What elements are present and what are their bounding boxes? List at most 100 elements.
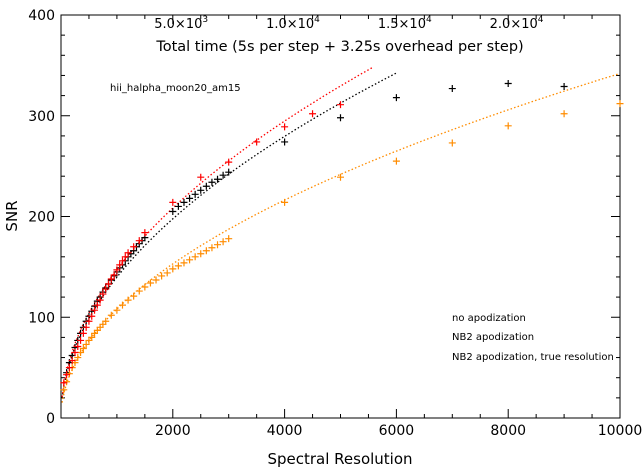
data-point <box>124 296 132 304</box>
data-point <box>141 283 149 291</box>
data-point <box>82 340 90 348</box>
data-point <box>102 317 110 325</box>
data-point <box>281 138 289 146</box>
data-point <box>116 261 124 269</box>
fit-curve <box>61 66 374 398</box>
legend-entry: no apodization <box>452 313 526 324</box>
data-point <box>88 333 96 341</box>
data-point <box>174 202 182 210</box>
data-point <box>77 336 85 344</box>
y-tick-label: 200 <box>28 210 55 226</box>
data-point <box>130 292 138 300</box>
data-point <box>392 94 400 102</box>
data-point <box>208 178 216 186</box>
x-tick-label: 6000 <box>379 423 415 439</box>
data-point <box>392 157 400 165</box>
fit-curve <box>61 73 620 403</box>
data-point <box>121 253 129 261</box>
x-tick-label: 8000 <box>490 423 526 439</box>
data-point <box>219 171 227 179</box>
data-point <box>146 279 154 287</box>
data-point <box>169 207 177 215</box>
data-point <box>118 301 126 309</box>
top-axis-label: Total time (5s per step + 3.25s overhead… <box>155 39 523 55</box>
data-point <box>225 158 233 166</box>
top-tick-label: 2.0×104 <box>490 15 544 32</box>
data-point <box>96 296 104 304</box>
data-point <box>448 85 456 93</box>
y-axis-label: SNR <box>3 200 21 231</box>
data-point <box>309 110 317 118</box>
data-point <box>191 190 199 198</box>
data-point <box>337 101 344 109</box>
data-point <box>99 290 107 298</box>
data-point <box>169 265 177 273</box>
top-tick-label: 1.5×104 <box>378 15 432 32</box>
fit-curve <box>61 71 398 399</box>
data-point <box>616 100 624 108</box>
data-point <box>82 323 90 331</box>
fit-curves-group <box>61 66 620 403</box>
data-point <box>163 269 171 277</box>
data-point <box>135 287 143 295</box>
data-point <box>113 306 121 314</box>
x-tick-label: 10000 <box>598 423 643 439</box>
data-point <box>71 349 79 357</box>
data-point <box>91 306 99 314</box>
data-point <box>219 238 227 246</box>
y-tick-label: 400 <box>28 8 55 24</box>
y-tick-label: 0 <box>46 411 55 427</box>
data-point <box>504 80 512 88</box>
data-point <box>68 357 76 365</box>
data-point <box>130 243 138 251</box>
data-point <box>107 275 115 283</box>
data-point <box>197 173 205 181</box>
data-point <box>225 235 233 243</box>
data-point <box>253 138 261 146</box>
data-point <box>63 371 71 379</box>
data-point <box>197 250 205 258</box>
data-point <box>225 168 233 176</box>
data-point <box>214 175 222 183</box>
data-point <box>448 139 456 147</box>
data-points-group <box>60 80 624 394</box>
data-point <box>105 280 113 288</box>
data-point <box>158 272 166 280</box>
x-axis-label: Spectral Resolution <box>267 450 412 468</box>
y-tick-label: 100 <box>28 310 55 326</box>
legend: no apodization NB2 apodization NB2 apodiza… <box>452 313 614 363</box>
data-point <box>214 241 222 249</box>
data-point <box>186 194 194 202</box>
data-point <box>79 329 87 337</box>
data-point <box>281 123 289 131</box>
data-point <box>135 237 143 245</box>
data-point <box>74 342 82 350</box>
data-point <box>180 198 188 206</box>
data-point <box>107 311 115 319</box>
data-point <box>88 312 96 320</box>
data-point <box>93 301 101 309</box>
dataset-annotation: hii_halpha_moon20_am15 <box>110 83 241 94</box>
data-point <box>169 198 177 206</box>
data-point <box>113 266 121 274</box>
data-point <box>197 186 205 194</box>
y-tick-label: 300 <box>28 109 55 125</box>
data-point <box>186 256 194 264</box>
data-point <box>202 182 210 190</box>
top-tick-label: 5.0×103 <box>154 15 208 32</box>
axes-group: 2000 4000 6000 8000 10000 0 100 200 300 400 5.0×10… <box>28 8 642 439</box>
data-point <box>281 198 289 206</box>
data-point <box>337 173 344 181</box>
data-point <box>208 244 216 252</box>
data-point <box>560 83 568 91</box>
data-point <box>180 259 188 267</box>
data-point <box>102 285 110 293</box>
data-point <box>65 364 73 372</box>
x-tick-label: 4000 <box>267 423 303 439</box>
data-point <box>74 354 82 362</box>
legend-entry: NB2 apodization, true resolution <box>452 352 614 363</box>
data-point <box>85 317 93 325</box>
legend-entry: NB2 apodization <box>452 332 534 343</box>
